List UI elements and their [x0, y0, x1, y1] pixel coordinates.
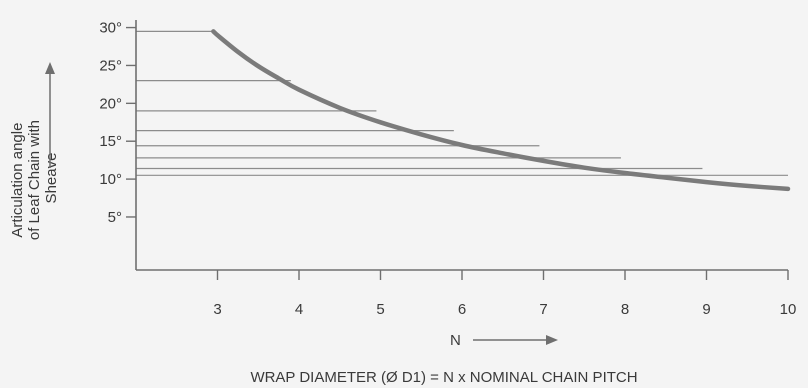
- y-tick-label-30: 30°: [99, 20, 122, 37]
- series-line-1: [211, 29, 791, 192]
- y-axis-label: Articulation angle of Leaf Chain with Sh…: [9, 116, 60, 240]
- x-axis-label: N: [450, 332, 461, 349]
- x-tick-label-3: 3: [213, 301, 221, 318]
- y-tick-label-5: 5°: [108, 209, 122, 226]
- y-tick-label-10: 10°: [99, 171, 122, 188]
- x-tick-label-6: 6: [458, 301, 466, 318]
- x-tick-label-5: 5: [376, 301, 384, 318]
- y-tick-label-15: 15°: [99, 133, 122, 150]
- x-tick-label-8: 8: [621, 301, 629, 318]
- y-tick-label-20: 20°: [99, 95, 122, 112]
- x-tick-label-9: 9: [702, 301, 710, 318]
- ticks: 5° 10° 15° 20° 25° 30° 3 4 5 6 7 8 9 10: [99, 20, 796, 318]
- y-tick-label-25: 25°: [99, 57, 122, 74]
- curve-layer: [211, 29, 791, 192]
- x-tick-label-10: 10: [780, 301, 797, 318]
- x-tick-label-7: 7: [539, 301, 547, 318]
- y-axis-label-line-2: of Leaf Chain with: [26, 120, 43, 240]
- x-tick-label-4: 4: [295, 301, 303, 318]
- chart-caption: WRAP DIAMETER (Ø D1) = N x NOMINAL CHAIN…: [250, 369, 637, 386]
- x-axis-arrow: [473, 335, 558, 345]
- y-axis-label-line-3: Sheave: [43, 153, 60, 204]
- y-axis-arrow: [45, 62, 55, 168]
- y-axis-label-line-1: Articulation angle: [9, 123, 26, 238]
- reference-lines: [136, 30, 788, 176]
